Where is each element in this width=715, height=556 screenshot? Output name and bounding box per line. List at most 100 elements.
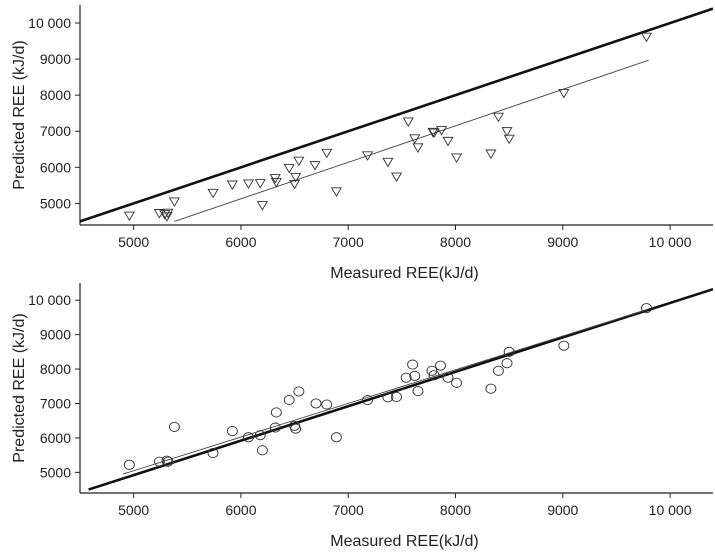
data-point [283,394,295,406]
data-point [162,208,174,219]
data-point [293,386,305,397]
y-axis-title: Predicted REE (kJ/d) [11,313,28,462]
data-point [641,303,652,314]
panel-bottom: 5000 6000 7000 8000 9000 10 000 5000 6000 7000 80… [11,283,713,550]
data-point [390,172,403,183]
data-point [242,179,255,190]
data-point [450,153,463,164]
data-point [293,156,305,167]
x-tick-label: 9000 [547,234,578,250]
data-point [159,210,171,220]
x-tick-label: 6000 [225,234,256,250]
x-tick-label: 9000 [547,502,578,518]
data-point [451,377,463,388]
data-point [442,372,454,383]
x-tick-label: 8000 [440,502,471,518]
data-point [412,143,424,153]
data-point [503,134,515,145]
data-point [640,32,653,43]
data-point [382,392,394,403]
data-point [256,445,268,456]
data-point [492,365,504,376]
y-tick-label: 8000 [40,87,71,103]
data-point [153,456,165,467]
data-point [391,391,402,403]
data-point [290,423,302,434]
data-point [168,197,180,208]
data-point [426,365,438,376]
x-tick-label: 10 000 [649,502,692,518]
data-point [485,383,497,394]
data-point [501,358,513,369]
x-tick-label: 7000 [333,234,364,250]
x-tick-label: 10 000 [649,234,692,250]
y-tick-label: 5000 [40,195,71,211]
data-point [207,448,219,459]
data-point [310,398,322,409]
y-tick-label: 9000 [40,51,71,67]
data-point [242,432,254,443]
y-tick-label: 10 000 [28,15,71,31]
data-point [254,179,266,189]
data-point [309,161,321,171]
data-point [321,399,333,410]
y-tick-label: 10 000 [28,292,71,308]
data-point [270,178,282,188]
data-point [503,346,515,357]
y-tick-label: 6000 [40,159,71,175]
identity-line [80,7,713,223]
y-tick-label: 5000 [40,464,71,480]
data-point [361,151,374,161]
x-axis-title: Measured REE(kJ/d) [330,265,479,282]
data-point [485,149,497,160]
x-tick-label: 8000 [440,234,471,250]
y-tick-label: 6000 [40,430,71,446]
identity-line [88,287,713,491]
data-point [558,340,570,351]
data-point [161,455,173,466]
data-point [226,425,238,437]
data-point [558,88,570,99]
data-point [427,127,439,138]
y-tick-label: 7000 [40,395,71,411]
y-tick-label: 7000 [40,123,71,139]
data-point [226,180,238,191]
data-point [256,201,268,211]
x-tick-label: 7000 [333,502,364,518]
data-point [407,359,419,370]
x-tick-label: 5000 [118,502,149,518]
data-point [492,112,505,123]
x-axis-title: Measured REE(kJ/d) [330,533,479,550]
data-point [409,134,421,144]
data-point [382,157,394,168]
data-point [162,456,174,467]
data-point [321,148,333,159]
data-point [161,212,173,222]
data-point [428,370,440,381]
data-point [435,360,446,371]
data-point [123,459,135,470]
y-tick-label: 8000 [40,361,71,377]
data-point [290,172,302,183]
y-axis-title: Predicted REE (kJ/d) [11,40,28,189]
data-point [254,430,266,441]
y-tick-label: 9000 [40,327,71,343]
data-point [409,370,421,382]
data-point [435,126,448,136]
data-point [330,432,342,443]
data-point [402,117,414,127]
data-point [270,407,282,418]
data-point [168,421,180,432]
data-point [283,163,295,174]
fit-line [122,308,649,475]
fit-line [174,59,649,222]
data-point [330,187,343,197]
data-point [442,136,454,147]
data-point [412,386,424,397]
data-point [123,211,135,222]
data-point [428,128,440,139]
data-point [400,372,412,383]
panel-top: 5000 6000 7000 8000 9000 10 000 5000 6000 7000 80… [11,5,713,282]
data-point [269,422,281,433]
